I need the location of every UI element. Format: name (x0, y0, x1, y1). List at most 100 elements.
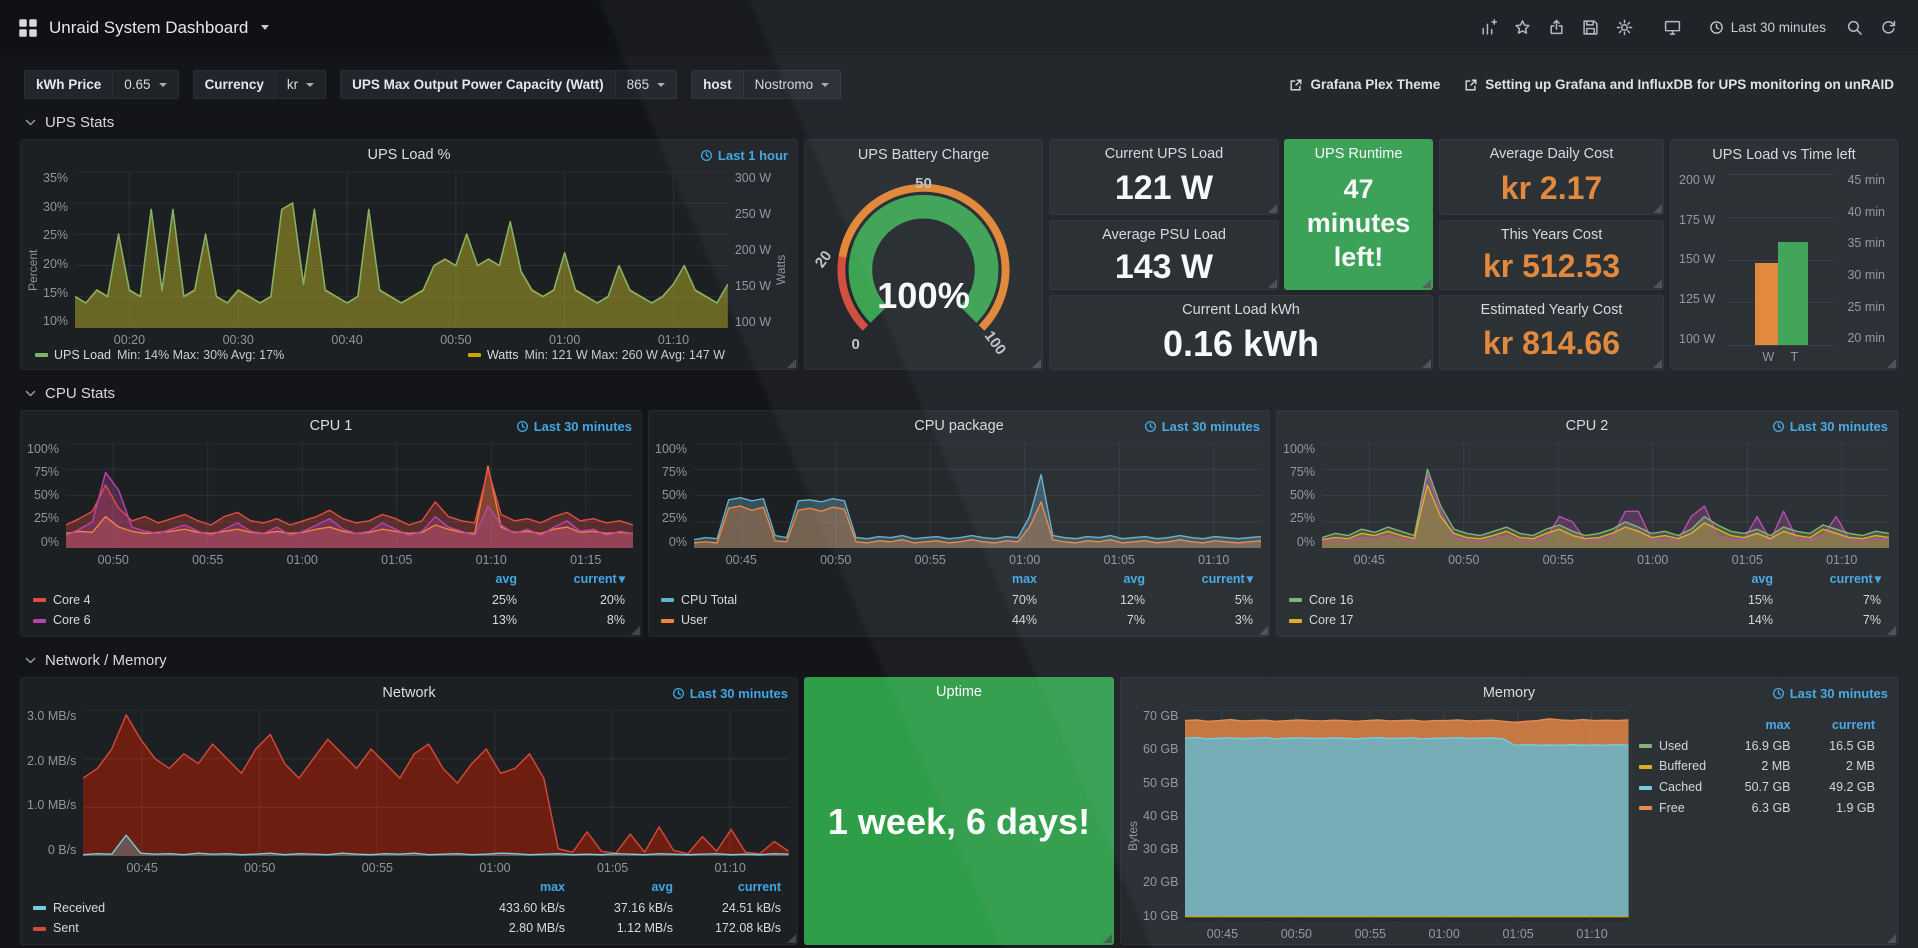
save-icon[interactable] (1575, 13, 1607, 43)
panel-title[interactable]: Memory (1482, 685, 1536, 701)
panel-title[interactable]: CPU package (914, 418, 1004, 434)
grafana-menu-icon[interactable] (18, 18, 38, 38)
panel-title[interactable]: CPU 2 (1565, 418, 1609, 434)
legend-header[interactable]: current ▾ (1829, 572, 1881, 587)
time-range-button[interactable]: Last 30 minutes (1699, 20, 1836, 35)
kiosk-monitor-icon[interactable] (1657, 13, 1689, 43)
variable-value[interactable]: kr (274, 71, 325, 98)
panel-title[interactable]: Current Load kWh (1182, 301, 1300, 318)
legend-item[interactable]: UPS Load Min: 14% Max: 30% Avg: 17% (35, 348, 284, 362)
x-tick: 01:05 (596, 861, 629, 876)
x-tick: 01:05 (1731, 553, 1763, 568)
panel-title[interactable]: This Years Cost (1500, 226, 1603, 243)
section-ups-stats[interactable]: UPS Stats (0, 99, 1918, 139)
legend-row[interactable]: Cached 50.7 GB 49.2 GB (1631, 777, 1883, 798)
link-grafana-plex-theme[interactable]: Grafana Plex Theme (1289, 77, 1440, 92)
dashboard-title-caret-icon[interactable] (261, 25, 270, 30)
plot-region: 100% 75% 50% 25% 0% 00:45 00:50 00:55 01:00 01:05… (1281, 443, 1889, 568)
section-cpu-stats[interactable]: CPU Stats (0, 370, 1918, 410)
variable-host[interactable]: host Nostromo (691, 70, 842, 99)
axis-tick: 35% (43, 171, 69, 185)
legend-header[interactable]: current (737, 880, 781, 895)
y-axis: 100% 75% 50% 25% 0% (25, 443, 66, 568)
panel-title[interactable]: UPS Load vs Time left (1712, 147, 1856, 163)
star-icon[interactable] (1507, 13, 1539, 43)
legend-row[interactable]: Sent 2.80 MB/s 1.12 MB/s 172.08 kB/s (25, 918, 789, 939)
variable-ups-max-output[interactable]: UPS Max Output Power Capacity (Watt) 865 (340, 70, 678, 99)
legend-row[interactable]: Used 16.9 GB 16.5 GB (1631, 736, 1883, 757)
y-axis: 70 GB 60 GB 50 GB 40 GB 30 GB 20 GB 10 GB (1141, 710, 1185, 942)
legend-header[interactable]: max (1765, 718, 1791, 732)
time-override-badge: Last 30 minutes (1772, 686, 1888, 701)
legend-header[interactable]: current ▾ (1201, 572, 1253, 587)
graph-column: Percent 35% 30% 25% 20% 15% 10% 00:20 00:30 00:40… (25, 172, 789, 367)
memory-graph: Bytes 70 GB 60 GB 50 GB 40 GB 30 GB 20 GB 10 GB… (1121, 708, 1897, 944)
legend-header[interactable]: avg (495, 572, 517, 587)
legend-header[interactable]: avg (1751, 572, 1773, 587)
dashboard-title[interactable]: Unraid System Dashboard (49, 17, 249, 37)
add-panel-icon[interactable] (1473, 13, 1505, 43)
x-axis: 00:50 00:55 01:00 01:05 01:10 01:15 (66, 548, 633, 568)
refresh-icon[interactable] (1872, 13, 1904, 43)
legend-header[interactable]: avg (1123, 572, 1145, 587)
legend-row[interactable]: User 44% 7% 3% (653, 610, 1261, 631)
link-ups-monitoring-guide[interactable]: Setting up Grafana and InfluxDB for UPS … (1464, 77, 1894, 92)
panel-title[interactable]: UPS Load % (367, 147, 451, 163)
panel-title[interactable]: Network (382, 685, 436, 701)
x-tick: 01:05 (1103, 553, 1135, 568)
legend-row[interactable]: Core 16 15% 7% (1281, 590, 1889, 611)
y-axis: 45 min 40 min 35 min 30 min 25 min 20 min (1840, 174, 1887, 365)
panel-title[interactable]: CPU 1 (309, 418, 353, 434)
panel-title[interactable]: UPS Runtime (1314, 145, 1403, 162)
variable-label: UPS Max Output Power Capacity (Watt) (341, 71, 615, 98)
stat-value: kr 2.17 (1500, 169, 1603, 206)
y-axis-label: Percent (26, 249, 40, 291)
clock-icon (516, 420, 528, 433)
legend-row[interactable]: Core 6 13% 8% (25, 610, 633, 631)
cpu1-graph: 100% 75% 50% 25% 0% 00:50 00:55 01:00 01:05 01:10… (21, 441, 641, 636)
axis-tick: 25% (33, 511, 59, 526)
y-axis: 100% 75% 50% 25% 0% (653, 443, 694, 568)
legend: avg current ▾ Core 4 25% 20% Core 6 13% 8% (25, 569, 633, 631)
axis-tick: 200 W (1679, 173, 1716, 187)
legend-header[interactable]: max (539, 880, 565, 895)
panel-title[interactable]: UPS Battery Charge (857, 147, 990, 163)
share-icon[interactable] (1541, 13, 1573, 43)
panel-title[interactable]: Uptime (936, 683, 982, 700)
variable-value[interactable]: Nostromo (742, 71, 841, 98)
axis-tick: 60 GB (1143, 742, 1179, 757)
variable-currency[interactable]: Currency kr (192, 70, 327, 99)
legend-header[interactable]: current (1831, 718, 1875, 732)
legend-header[interactable]: max (1011, 572, 1037, 587)
variable-value[interactable]: 865 (614, 71, 677, 98)
legend-header[interactable]: avg (651, 880, 673, 895)
legend-row[interactable]: Core 17 14% 7% (1281, 610, 1889, 631)
legend-row[interactable]: CPU Total 70% 12% 5% (653, 590, 1261, 611)
variable-kwh-price[interactable]: kWh Price 0.65 (24, 70, 179, 99)
legend-row[interactable]: Received 433.60 kB/s 37.16 kB/s 24.51 kB/s (25, 898, 789, 919)
gridline (1728, 345, 1835, 346)
legend-row[interactable]: Free 6.3 GB 1.9 GB (1631, 798, 1883, 819)
panel-title[interactable]: Average Daily Cost (1489, 145, 1614, 162)
section-title: UPS Stats (45, 114, 115, 131)
legend-header[interactable]: current ▾ (573, 572, 625, 587)
section-network-memory[interactable]: Network / Memory (0, 637, 1918, 677)
search-icon[interactable] (1838, 13, 1870, 43)
gauge-tick: 100 (981, 328, 1009, 358)
clock-icon (1144, 420, 1156, 433)
legend-row[interactable]: Buffered 2 MB 2 MB (1631, 756, 1883, 777)
cpu-package-graph: 100% 75% 50% 25% 0% 00:45 00:50 00:55 01:00 01:05… (649, 441, 1269, 636)
legend-row[interactable]: Core 4 25% 20% (25, 590, 633, 611)
x-tick: 01:00 (1428, 927, 1460, 941)
axis-tick: 50% (1289, 488, 1315, 503)
panel-title[interactable]: Estimated Yearly Cost (1480, 301, 1623, 318)
variable-value[interactable]: 0.65 (112, 71, 177, 98)
settings-gear-icon[interactable] (1609, 13, 1641, 43)
axis-tick: 100 W (1679, 331, 1716, 346)
graph-column: 100% 75% 50% 25% 0% 00:45 00:50 00:55 01:00 01:05… (653, 443, 1261, 634)
plot-center: 00:45 00:50 00:55 01:00 01:05 01:10 (1185, 710, 1629, 942)
panel-title[interactable]: Current UPS Load (1104, 145, 1224, 162)
legend-item[interactable]: Watts Min: 121 W Max: 260 W Avg: 147 W (467, 348, 725, 362)
panel-title[interactable]: Average PSU Load (1102, 226, 1226, 243)
panel-cpu1: CPU 1 Last 30 minutes 100% 75% 50% 25% 0% 00:… (20, 410, 642, 637)
